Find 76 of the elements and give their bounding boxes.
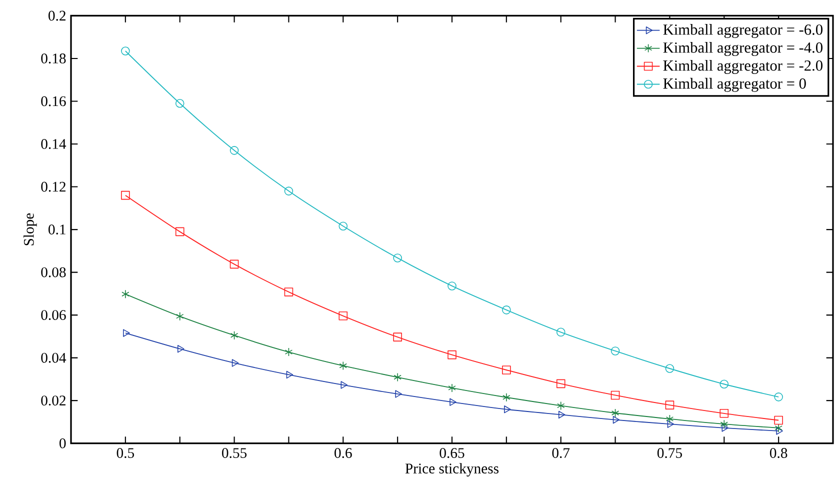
x-tick-label: 0.65 [440, 448, 464, 458]
y-axis-title: Slope [24, 213, 37, 246]
point [556, 328, 566, 337]
point [448, 350, 456, 360]
point [230, 260, 239, 269]
point [284, 348, 293, 356]
point [502, 366, 511, 374]
point [123, 329, 130, 337]
y-tick-label: 0.14 [41, 139, 66, 149]
point [232, 359, 239, 367]
point [230, 146, 239, 155]
x-tick-label: 0.7 [552, 448, 570, 458]
point [612, 416, 620, 424]
point [284, 186, 294, 196]
x-tick-label: 0.75 [657, 448, 682, 458]
point [339, 361, 348, 370]
point [776, 427, 783, 435]
point [720, 380, 729, 389]
point [284, 288, 294, 296]
legend-label: Kimball aggregator = -6.0 [663, 24, 822, 38]
y-tick-label: 0.12 [41, 182, 66, 192]
legend-label: Kimball aggregator = -2.0 [663, 60, 822, 74]
y-tick-label: 0.2 [48, 10, 66, 21]
point [502, 392, 510, 402]
x-axis-title: Price stickyness [405, 463, 498, 476]
point [448, 282, 456, 290]
point [338, 312, 348, 320]
point [558, 410, 566, 419]
y-tick-label: 0.08 [41, 267, 66, 278]
point [122, 290, 130, 298]
x-tick-label: 0.8 [770, 448, 788, 458]
x-tick-label: 0.55 [222, 448, 247, 458]
x-tick-label: 0.5 [116, 448, 134, 458]
point [177, 344, 184, 353]
point [720, 409, 729, 418]
point [393, 332, 402, 342]
point [175, 98, 184, 108]
y-tick-label: 0 [60, 438, 66, 448]
point [774, 416, 783, 425]
point [394, 372, 402, 382]
point [121, 190, 130, 200]
point [665, 364, 674, 373]
y-tick-label: 0.02 [41, 396, 66, 406]
y-tick-label: 0.16 [41, 96, 66, 106]
point [774, 424, 782, 432]
point [556, 379, 566, 388]
point [395, 390, 402, 398]
legend-label: Kimball aggregator = -4.0 [663, 42, 822, 56]
point [666, 414, 674, 424]
point [665, 400, 674, 410]
point [502, 306, 511, 314]
y-tick-label: 0.04 [41, 352, 66, 363]
point [175, 227, 184, 236]
point [610, 390, 620, 400]
point [338, 222, 348, 231]
y-tick-label: 0.1 [48, 224, 66, 235]
point [611, 408, 620, 418]
point [610, 346, 620, 356]
legend-label: Kimball aggregator = 0 [663, 78, 806, 92]
point [176, 312, 184, 321]
point [667, 420, 674, 428]
point [393, 254, 402, 262]
point [286, 370, 294, 379]
point [556, 401, 565, 410]
point [720, 420, 728, 428]
y-tick-label: 0.06 [41, 310, 66, 320]
point [340, 381, 348, 389]
point [450, 398, 456, 406]
y-tick-label: 0.18 [41, 54, 66, 64]
x-tick-label: 0.6 [334, 448, 352, 458]
point [230, 330, 238, 340]
point [722, 424, 729, 432]
point [774, 392, 783, 402]
point [504, 405, 511, 414]
point [121, 46, 130, 56]
point [448, 384, 456, 392]
